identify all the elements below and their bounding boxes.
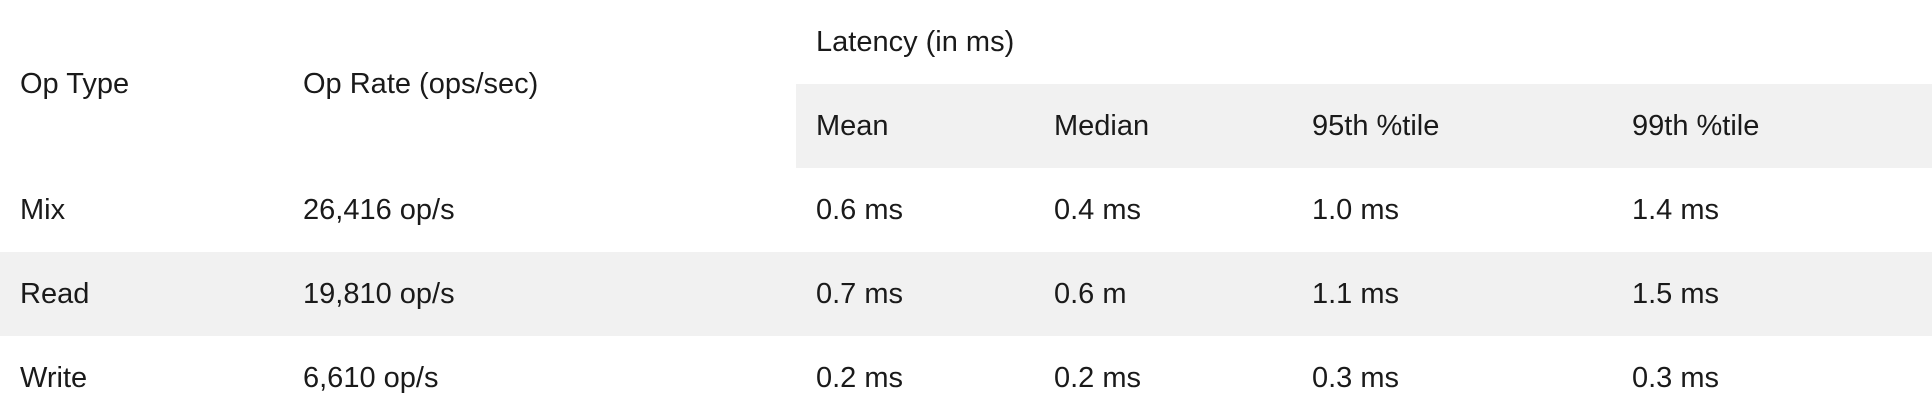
- cell-median: 0.4 ms: [1054, 193, 1142, 226]
- cell-p99: 1.5 ms: [1612, 252, 1932, 336]
- cell-p99: 0.3 ms: [1632, 361, 1720, 394]
- table-row: Read 19,810 op/s 0.7 ms 0.6 m 1.1 ms 1.5…: [0, 252, 1932, 336]
- table-header: Op Type Op Rate (ops/sec) Latency (in ms…: [0, 0, 1932, 168]
- cell-mean: 0.7 ms: [796, 252, 1034, 336]
- header-row-sub: Mean Median 95th %tile 99th %tile: [0, 84, 1932, 168]
- cell-op-rate: 6,610 op/s: [303, 361, 439, 394]
- cell-op-type: Mix: [20, 193, 66, 226]
- cell-op-rate: 19,810 op/s: [283, 252, 796, 336]
- cell-op-type: Read: [0, 252, 283, 336]
- header-latency-group: Latency (in ms): [816, 25, 1015, 58]
- header-row-top: Op Type Op Rate (ops/sec) Latency (in ms…: [0, 0, 1932, 100]
- header-op-type: Op Type: [20, 67, 130, 100]
- cell-median: 0.6 m: [1034, 252, 1292, 336]
- cell-p95: 1.1 ms: [1292, 252, 1612, 336]
- cell-mean: 0.2 ms: [816, 361, 904, 394]
- cell-op-type: Write: [20, 361, 88, 394]
- header-median: Median: [1034, 84, 1292, 168]
- header-op-rate: Op Rate (ops/sec): [303, 67, 539, 100]
- cell-p95: 1.0 ms: [1312, 193, 1400, 226]
- cell-p95: 0.3 ms: [1312, 361, 1400, 394]
- header-mean: Mean: [796, 84, 1034, 168]
- table-body: Mix 26,416 op/s 0.6 ms 0.4 ms 1.0 ms 1.4…: [0, 168, 1932, 420]
- table-row: Mix 26,416 op/s 0.6 ms 0.4 ms 1.0 ms 1.4…: [0, 168, 1932, 252]
- header-p95: 95th %tile: [1292, 84, 1612, 168]
- cell-median: 0.2 ms: [1054, 361, 1142, 394]
- cell-op-rate: 26,416 op/s: [303, 193, 455, 226]
- cell-p99: 1.4 ms: [1632, 193, 1720, 226]
- table-row: Write 6,610 op/s 0.2 ms 0.2 ms 0.3 ms 0.…: [0, 336, 1932, 420]
- header-p99: 99th %tile: [1612, 84, 1932, 168]
- cell-mean: 0.6 ms: [816, 193, 904, 226]
